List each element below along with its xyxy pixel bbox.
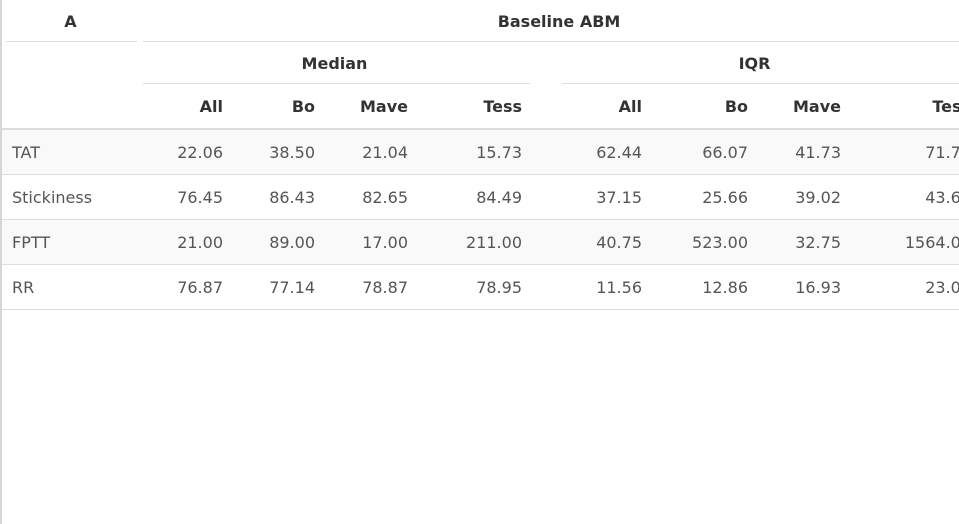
table-cell: 12.86 <box>650 264 756 310</box>
column-header-median-all: All <box>139 84 231 130</box>
corner-header-label: A <box>64 11 77 31</box>
column-header-iqr-tess: Tess <box>849 84 959 130</box>
column-header-median-tess: Tess <box>416 84 530 130</box>
table-cell: 76.87 <box>139 264 231 310</box>
table-header: A Baseline ABM Median IQR <box>2 0 959 130</box>
table-cell: 37.15 <box>530 174 650 220</box>
table-cell: 39.02 <box>756 174 849 220</box>
table-cell: 89.00 <box>231 219 323 265</box>
spanner-header: Baseline ABM <box>139 0 959 42</box>
table-cell: 21.00 <box>139 219 231 265</box>
table-cell: 40.75 <box>530 219 650 265</box>
header-row-spanner: A Baseline ABM <box>2 0 959 42</box>
corner-header-underline <box>6 41 137 42</box>
table-cell: 523.00 <box>650 219 756 265</box>
row-label: Stickiness <box>2 174 139 220</box>
table-cell: 32.75 <box>756 219 849 265</box>
table-cell: 77.14 <box>231 264 323 310</box>
group-blank-cell <box>2 42 139 84</box>
row-label: RR <box>2 264 139 310</box>
table-cell: 78.95 <box>416 264 530 310</box>
table-cell: 62.44 <box>530 129 650 175</box>
summary-table: A Baseline ABM Median IQR <box>2 0 959 310</box>
table-cell: 17.00 <box>323 219 416 265</box>
table-cell: 15.73 <box>416 129 530 175</box>
table-row: TAT 22.06 38.50 21.04 15.73 62.44 66.07 … <box>2 129 959 175</box>
header-row-columns: All Bo Mave Tess All Bo Mave Tess <box>2 84 959 130</box>
corner-header: A <box>2 0 139 42</box>
table-cell: 23.02 <box>849 264 959 310</box>
group-header-iqr-label: IQR <box>738 53 771 73</box>
group-header-median-label: Median <box>301 53 368 73</box>
group-header-median: Median <box>139 42 530 84</box>
row-label: FPTT <box>2 219 139 265</box>
group-median-underline <box>143 83 530 84</box>
column-header-median-bo: Bo <box>231 84 323 130</box>
spanner-header-label: Baseline ABM <box>497 11 621 31</box>
column-header-iqr-mave: Mave <box>756 84 849 130</box>
table-row: Stickiness 76.45 86.43 82.65 84.49 37.15… <box>2 174 959 220</box>
table-cell: 66.07 <box>650 129 756 175</box>
table-cell: 76.45 <box>139 174 231 220</box>
table-row: FPTT 21.00 89.00 17.00 211.00 40.75 523.… <box>2 219 959 265</box>
table-cell: 38.50 <box>231 129 323 175</box>
table-body: TAT 22.06 38.50 21.04 15.73 62.44 66.07 … <box>2 129 959 310</box>
table-cell: 84.49 <box>416 174 530 220</box>
group-header-iqr: IQR <box>530 42 959 84</box>
table-cell: 41.73 <box>756 129 849 175</box>
column-header-iqr-bo: Bo <box>650 84 756 130</box>
table-cell: 11.56 <box>530 264 650 310</box>
header-row-groups: Median IQR <box>2 42 959 84</box>
column-header-iqr-all: All <box>530 84 650 130</box>
group-iqr-underline <box>562 83 959 84</box>
column-header-median-mave: Mave <box>323 84 416 130</box>
table-cell: 25.66 <box>650 174 756 220</box>
table-cell: 71.70 <box>849 129 959 175</box>
table-cell: 86.43 <box>231 174 323 220</box>
column-header-blank <box>2 84 139 130</box>
row-label: TAT <box>2 129 139 175</box>
table-cell: 21.04 <box>323 129 416 175</box>
spanner-header-underline <box>143 41 959 42</box>
table-cell: 211.00 <box>416 219 530 265</box>
table-cell: 43.63 <box>849 174 959 220</box>
table-cell: 1564.00 <box>849 219 959 265</box>
table-row: RR 76.87 77.14 78.87 78.95 11.56 12.86 1… <box>2 264 959 310</box>
table-cell: 78.87 <box>323 264 416 310</box>
table-cell: 82.65 <box>323 174 416 220</box>
table-cell: 22.06 <box>139 129 231 175</box>
table-cell: 16.93 <box>756 264 849 310</box>
